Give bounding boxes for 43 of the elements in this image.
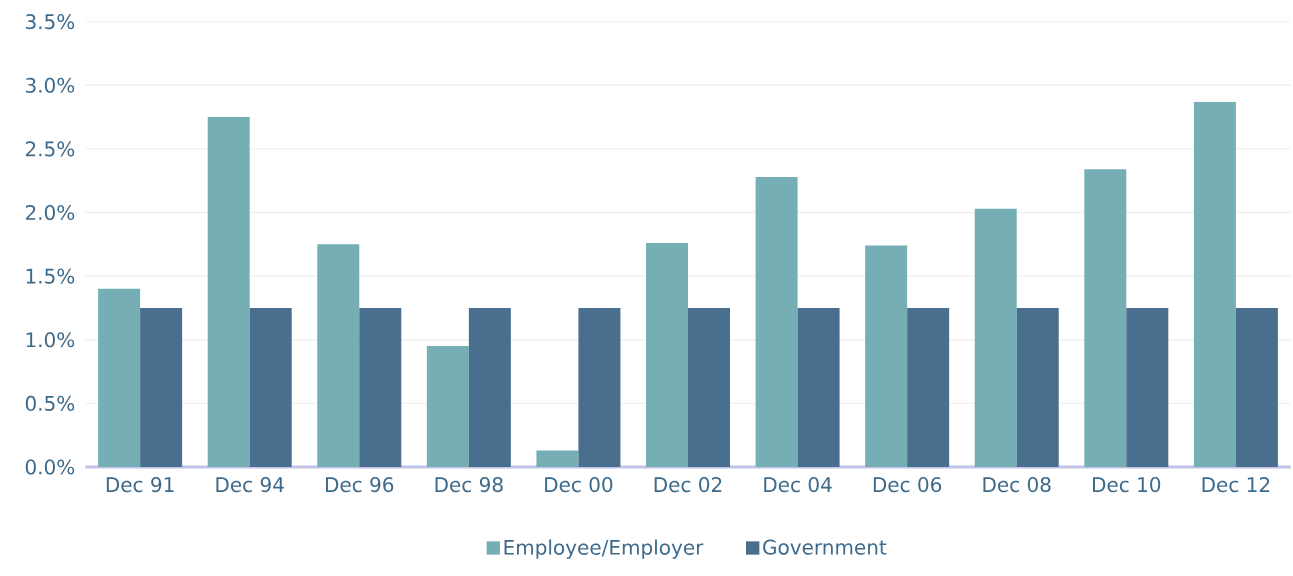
- x-tick-label: Dec 12: [1202, 477, 1270, 493]
- y-tick-label: 0.5%: [25, 395, 75, 411]
- bar: [646, 243, 689, 467]
- bar: [98, 288, 141, 467]
- bar: [974, 208, 1017, 467]
- bar: [536, 450, 579, 467]
- bar: [317, 244, 360, 467]
- bar: [1084, 169, 1127, 467]
- y-tick-label: 1.0%: [26, 332, 75, 348]
- x-tick-label: Dec 91: [106, 477, 174, 493]
- bar: [1193, 101, 1236, 467]
- bar: [1235, 307, 1278, 467]
- y-tick-label: 2.5%: [25, 141, 75, 157]
- bar: [907, 307, 950, 467]
- bar: [755, 176, 798, 467]
- bar: [865, 245, 908, 467]
- bar: [207, 117, 250, 467]
- bar: [1126, 307, 1169, 467]
- x-tick-label: Dec 98: [435, 477, 503, 493]
- x-tick-label: Dec 94: [216, 477, 284, 493]
- bar: [797, 307, 840, 467]
- bar: [426, 346, 469, 467]
- bar: [578, 307, 621, 467]
- legend-label: Government: [763, 539, 887, 555]
- x-tick-label: Dec 02: [654, 477, 722, 493]
- x-tick-label: Dec 00: [545, 477, 613, 493]
- y-tick-label: 3.0%: [26, 77, 75, 93]
- x-tick-label: Dec 96: [325, 477, 394, 493]
- legend-label: Employee/Employer: [504, 539, 704, 559]
- bar: [249, 307, 292, 467]
- x-tick-label: Dec 04: [764, 477, 832, 493]
- x-tick-label: Dec 10: [1093, 477, 1161, 493]
- y-tick-label: 1.5%: [26, 268, 75, 284]
- bar: [688, 307, 731, 467]
- x-tick-label: Dec 08: [983, 477, 1051, 493]
- y-tick-label: 0.0%: [25, 459, 75, 475]
- x-tick-label: Dec 06: [873, 477, 942, 493]
- bar: [140, 307, 183, 467]
- y-tick-label: 3.5%: [26, 14, 75, 30]
- bar: [359, 307, 402, 467]
- bar: [468, 307, 511, 467]
- bar: [1016, 307, 1059, 467]
- y-tick-label: 2.0%: [25, 204, 75, 221]
